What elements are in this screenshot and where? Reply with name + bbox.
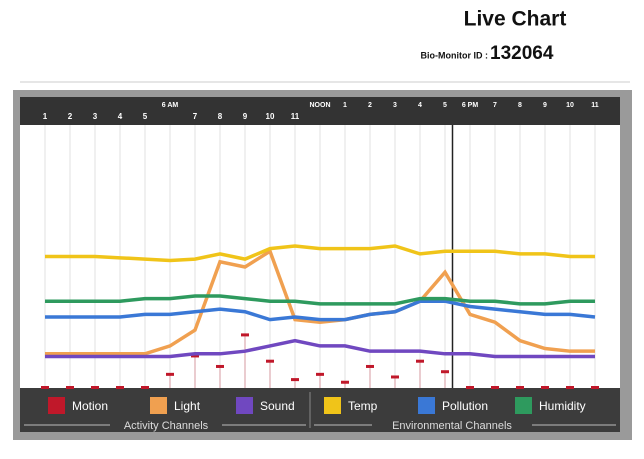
legend-label: Light [174,399,201,413]
series-line [45,244,595,263]
legend-swatch [48,397,65,414]
legend-label: Motion [72,399,108,413]
group-label: Activity Channels [124,420,209,432]
x-tick-label: 8 [518,102,522,109]
motion-mark [441,370,449,374]
x-tick-label: 4 [418,102,422,109]
x-tick-label: 7 [193,112,198,121]
motion-mark [516,386,524,389]
x-tick-label: 3 [393,102,397,109]
motion-mark [416,359,424,363]
legend-label: Pollution [442,399,488,413]
legend-label: Sound [260,399,295,413]
id-label: Bio-Monitor ID : [421,50,488,60]
group-label: Environmental Channels [392,420,512,432]
x-tick-label: 2 [68,112,73,121]
x-tick-label: 2 [368,102,372,109]
time-bar [20,97,620,125]
x-tick-label: 4 [118,112,123,121]
x-tick-label: 6 PM [462,102,479,109]
motion-mark [166,372,174,376]
series-line [45,248,595,356]
series-line [45,338,595,359]
x-tick-label: 5 [143,112,148,121]
motion-mark [466,386,474,389]
motion-mark [491,386,499,389]
page-title: Live Chart [464,8,567,31]
motion-mark [116,386,124,389]
motion-mark [366,364,374,368]
x-tick-label: 1 [343,102,347,109]
legend-swatch [324,397,341,414]
legend-label: Humidity [539,399,586,413]
motion-mark [191,354,199,358]
motion-mark [266,359,274,363]
x-tick-label: 10 [566,102,574,109]
series-line [45,299,596,322]
motion-mark [591,386,599,389]
x-tick-label: 1 [43,112,48,121]
motion-mark [216,364,224,368]
x-tick-label: 3 [93,112,98,121]
id-value: 132064 [490,43,554,64]
motion-mark [141,386,149,389]
motion-mark [41,386,49,389]
motion-mark [91,386,99,389]
x-tick-label: 5 [443,102,447,109]
legend-swatch [236,397,253,414]
motion-mark [341,380,349,384]
x-tick-label: 9 [243,112,248,121]
motion-mark [241,333,249,337]
x-tick-label: 11 [591,102,599,109]
motion-mark [391,375,399,379]
motion-mark [316,372,324,376]
legend-swatch [150,397,167,414]
x-tick-label: 8 [218,112,223,121]
x-tick-label: NOON [310,102,331,109]
motion-mark [566,386,574,389]
legend-swatch [515,397,532,414]
motion-mark [291,378,299,382]
motion-mark [66,386,74,389]
x-tick-label: 11 [291,112,300,121]
legend-swatch [418,397,435,414]
x-tick-label: 10 [266,112,275,121]
x-tick-label: 7 [493,102,497,109]
x-tick-label: 9 [543,102,547,109]
motion-mark [541,386,549,389]
x-tick-label: 6 AM [162,102,179,109]
legend-label: Temp [348,399,378,413]
series-line [45,294,595,306]
